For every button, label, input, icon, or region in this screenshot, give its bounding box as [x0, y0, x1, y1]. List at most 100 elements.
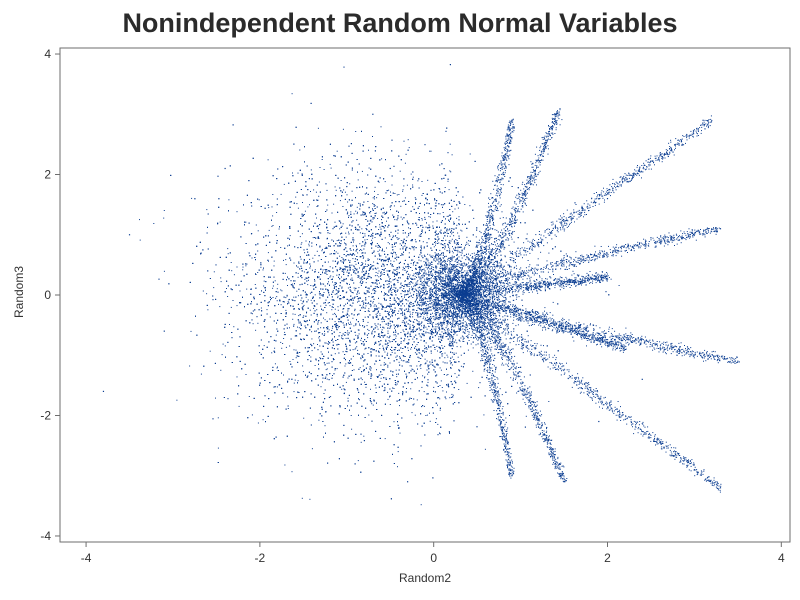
cloud-point: [176, 399, 178, 401]
cloud-point: [395, 291, 397, 293]
cloud-point: [374, 217, 375, 219]
cloud-point: [337, 244, 339, 246]
cloud-point: [397, 232, 399, 234]
cloud-point: [379, 348, 381, 349]
cloud-point: [375, 387, 377, 389]
cloud-point: [366, 239, 368, 240]
cloud-point: [355, 244, 357, 246]
cloud-point: [399, 308, 401, 310]
cloud-point: [410, 348, 412, 350]
cloud-point: [438, 273, 440, 275]
cloud-point: [364, 266, 366, 267]
cloud-point: [429, 271, 431, 273]
cloud-point: [308, 279, 309, 281]
cloud-point: [295, 349, 297, 351]
cloud-point: [278, 303, 279, 305]
cloud-point: [469, 205, 471, 207]
cloud-point: [370, 219, 372, 221]
cloud-point: [420, 260, 422, 262]
cloud-point: [410, 248, 412, 250]
cloud-point: [424, 377, 425, 379]
cloud-point: [337, 318, 339, 320]
cloud-point: [356, 213, 358, 215]
cloud-point: [458, 256, 460, 258]
cloud-point: [452, 337, 454, 339]
cloud-point: [385, 339, 387, 341]
cloud-point: [374, 237, 376, 238]
cloud-point: [435, 268, 437, 270]
cloud-point: [356, 248, 358, 250]
cloud-point: [355, 263, 357, 265]
cloud-point: [432, 225, 434, 227]
cloud-point: [421, 218, 423, 219]
cloud-point: [389, 323, 391, 325]
cloud-point: [310, 314, 312, 316]
cloud-point: [309, 258, 311, 260]
cloud-point: [395, 369, 397, 371]
cloud-point: [529, 279, 531, 281]
cloud-point: [294, 280, 296, 282]
cloud-point: [406, 236, 408, 238]
cloud-point: [337, 324, 339, 326]
cloud-point: [303, 300, 305, 302]
cloud-point: [423, 281, 425, 283]
cloud-point: [414, 275, 416, 277]
cloud-point: [299, 149, 301, 151]
cloud-point: [340, 245, 341, 247]
cloud-point: [355, 131, 357, 132]
cloud-point: [405, 333, 407, 335]
cloud-point: [483, 319, 485, 321]
cloud-point: [352, 355, 354, 357]
cloud-point: [449, 143, 451, 145]
cloud-point: [272, 215, 274, 217]
cloud-point: [298, 320, 300, 322]
cloud-point: [281, 290, 283, 292]
cloud-point: [418, 357, 420, 359]
cloud-point: [398, 325, 400, 327]
cloud-point: [360, 281, 361, 283]
cloud-point: [466, 256, 468, 258]
cloud-point: [365, 263, 366, 265]
cloud-point: [580, 328, 582, 330]
cloud-point: [398, 345, 400, 346]
cloud-point: [268, 260, 269, 262]
cloud-point: [380, 126, 382, 128]
cloud-point: [367, 264, 369, 266]
cloud-point: [394, 274, 396, 276]
cloud-point: [367, 328, 369, 330]
cloud-point: [444, 227, 446, 229]
cloud-point: [423, 254, 425, 256]
cloud-point: [318, 195, 320, 197]
cloud-point: [354, 289, 356, 291]
cloud-point: [452, 394, 454, 396]
cloud-point: [384, 213, 386, 215]
cloud-point: [297, 355, 299, 357]
cloud-point: [439, 257, 441, 259]
cloud-point: [418, 206, 420, 207]
cloud-point: [440, 336, 442, 337]
cloud-point: [378, 302, 380, 304]
cloud-point: [328, 329, 330, 331]
cloud-point: [286, 294, 288, 296]
cloud-point: [308, 245, 310, 247]
cloud-point: [354, 297, 355, 299]
cloud-point: [326, 378, 328, 380]
cloud-point: [289, 235, 291, 237]
cloud-point: [202, 290, 204, 292]
cloud-point: [434, 241, 436, 242]
cloud-point: [383, 319, 385, 320]
cloud-point: [398, 194, 400, 195]
cloud-point: [449, 318, 451, 320]
cloud-point: [228, 199, 230, 201]
cloud-point: [342, 206, 344, 207]
cloud-point: [320, 305, 322, 307]
cloud-point: [373, 198, 375, 200]
cloud-point: [296, 203, 298, 205]
cloud-point: [412, 176, 414, 178]
cloud-point: [380, 326, 381, 328]
cloud-point: [300, 321, 301, 323]
cloud-point: [233, 326, 235, 328]
cloud-point: [372, 302, 374, 304]
cloud-point: [450, 312, 452, 314]
cloud-point: [439, 213, 441, 215]
